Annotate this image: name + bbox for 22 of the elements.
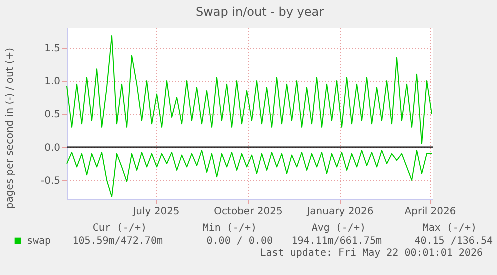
text: Min (-/+) xyxy=(202,223,257,234)
text: Avg (-/+) xyxy=(312,223,366,234)
x-tick-label: July 2025 xyxy=(132,206,180,218)
text: Cur (-/+) xyxy=(92,223,147,234)
line-series xyxy=(66,35,432,144)
text: 40.15 /136.54 xyxy=(414,236,493,247)
x-tick-label: January 2026 xyxy=(306,206,374,218)
chart-title: Swap in/out - by year xyxy=(196,5,324,19)
text: Max (-/+) xyxy=(422,223,477,234)
y-tick-label: 0.0 xyxy=(44,142,60,154)
text: 0.00 / 0.00 xyxy=(206,236,273,247)
y-tick-label: 1.0 xyxy=(44,76,60,88)
text: 105.59m/472.70m xyxy=(72,236,163,247)
y-axis-title: pages per second in (-) / out (+) xyxy=(5,48,16,210)
x-tick-label: April 2026 xyxy=(404,206,456,218)
x-tick-label: October 2025 xyxy=(214,206,283,218)
legend-label: swap xyxy=(27,236,52,247)
text: 194.11m/661.75m xyxy=(292,236,382,247)
y-tick-label: 0.5 xyxy=(44,110,60,121)
y-tick-label: 1.5 xyxy=(44,43,60,54)
text: Last update: Fri May 22 00:01:01 2026 xyxy=(260,248,483,259)
y-tick-label: -0.5 xyxy=(40,176,60,187)
